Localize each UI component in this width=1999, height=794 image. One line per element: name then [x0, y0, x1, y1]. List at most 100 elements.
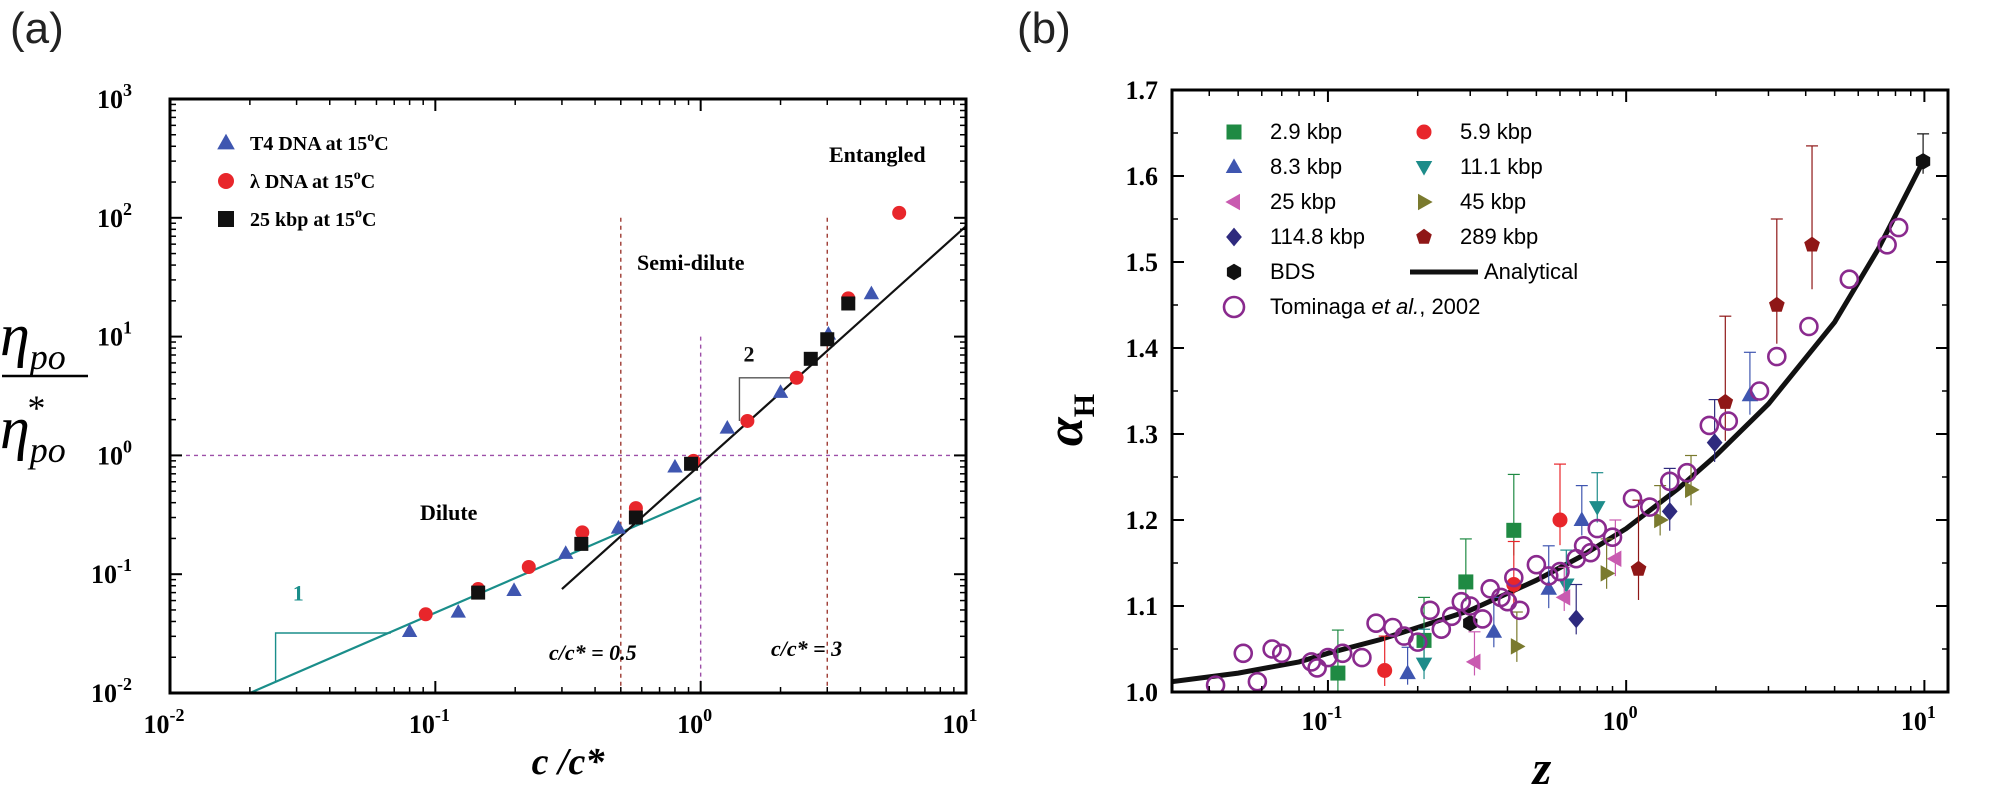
- point-open-circle-33: [1602, 527, 1623, 548]
- point-diamond-3: [1706, 433, 1723, 452]
- legend-marker-triangle: [1225, 158, 1243, 173]
- point-square-3: [628, 510, 643, 525]
- point-open-circle-21: [1480, 578, 1500, 599]
- series-triangle: [401, 285, 880, 638]
- point-open-circle-20: [1472, 609, 1493, 629]
- series-circle: [1377, 463, 1568, 686]
- plot-area-b: [1172, 133, 1931, 692]
- point-open-circle-18: [1451, 591, 1472, 612]
- point-circle-2: [1506, 577, 1522, 592]
- point-circle-1: [1377, 663, 1393, 678]
- point-square-1: [1330, 665, 1346, 681]
- point-triangle-6: [667, 458, 683, 473]
- y-tick-label-b-2: 1.2: [1126, 506, 1159, 535]
- point-open-circle-30: [1573, 535, 1594, 556]
- point-open-circle-24: [1504, 567, 1524, 588]
- point-triangle-left-1: [1465, 653, 1481, 671]
- point-square-1: [471, 585, 486, 600]
- legend-marker-square: [1226, 124, 1242, 140]
- point-triangle-2: [450, 604, 466, 618]
- point-pentagon-4: [1804, 236, 1820, 252]
- legend-label-3: 25 kbp at 15oC: [250, 206, 376, 231]
- y-tick-label-5: 103: [97, 80, 132, 114]
- point-square-3: [1458, 574, 1474, 590]
- point-circle-3: [1552, 512, 1568, 528]
- y-tick-label-b-4: 1.4: [1126, 334, 1159, 363]
- plot-frame-b: [1170, 88, 1950, 694]
- legend-marker-triangle-left: [1225, 193, 1240, 211]
- point-open-circle-16: [1431, 619, 1452, 640]
- point-circle-1: [418, 607, 433, 622]
- point-triangle-down-1: [1415, 657, 1433, 673]
- point-circle-7: [740, 413, 755, 428]
- point-open-circle-4: [1262, 639, 1282, 659]
- region-dilute: Dilute: [420, 500, 478, 525]
- y-tick-label-0: 10-2: [91, 674, 132, 708]
- legend-marker-triangle: [217, 133, 235, 150]
- point-open-circle-40: [1749, 381, 1770, 401]
- point-open-circle-1: [1205, 675, 1226, 692]
- plot-frame-a: [168, 97, 968, 695]
- y-tick-label-4: 102: [97, 199, 132, 233]
- legend-label-diamond: 114.8 kbp: [1270, 224, 1365, 249]
- point-open-circle-11: [1366, 613, 1386, 634]
- point-square-4: [1506, 522, 1522, 538]
- slope-triangle-1: [274, 632, 391, 682]
- region-entangled: Entangled: [829, 142, 926, 167]
- point-pentagon-1: [1630, 560, 1647, 576]
- point-triangle-left-3: [1606, 550, 1622, 567]
- legend-label-square: 2.9 kbp: [1270, 119, 1342, 144]
- point-triangle-3: [1540, 580, 1557, 595]
- point-open-circle-34: [1622, 488, 1643, 509]
- point-open-circle-25: [1510, 600, 1530, 621]
- point-open-circle-39: [1718, 411, 1739, 431]
- x-axis-label-a: c /c*: [532, 741, 606, 783]
- point-circle-10: [892, 205, 907, 220]
- point-open-circle-41: [1767, 346, 1787, 367]
- point-triangle-right-4: [1685, 481, 1700, 499]
- y-tick-label-1: 10-1: [91, 555, 132, 589]
- point-open-circle-7: [1307, 658, 1327, 678]
- point-open-circle-17: [1441, 606, 1462, 627]
- point-open-circle-3: [1247, 671, 1268, 692]
- point-open-circle-43: [1839, 269, 1860, 290]
- y-tick-label-b-6: 1.6: [1126, 162, 1159, 191]
- series-triangle: [1399, 351, 1759, 685]
- slope-triangle-2: [738, 377, 792, 421]
- point-open-circle-9: [1332, 643, 1353, 664]
- slope-label-2: 2: [743, 341, 754, 366]
- legend-marker-triangle-right: [1418, 193, 1433, 211]
- point-pentagon-3: [1769, 296, 1785, 312]
- legend-label-circle: 5.9 kbp: [1460, 119, 1532, 144]
- point-triangle-right-2: [1600, 565, 1616, 582]
- x-tick-label-b-0: 10-1: [1301, 702, 1342, 736]
- y-axis-label-b: αH: [1037, 394, 1101, 446]
- legend-label-triangle-down: 11.1 kbp: [1460, 154, 1543, 179]
- x-tick-label-1: 10-1: [409, 705, 450, 739]
- y-tick-label-b-5: 1.5: [1126, 248, 1159, 277]
- y-tick-label-b-0: 1.0: [1126, 678, 1159, 707]
- point-triangle-down-2: [1558, 578, 1575, 594]
- legend-marker-circle: [1416, 124, 1432, 140]
- legend-label-triangle-right: 45 kbp: [1460, 189, 1526, 214]
- point-open-circle-45: [1888, 217, 1909, 238]
- point-open-circle-27: [1538, 566, 1559, 586]
- legend-marker-diamond: [1226, 227, 1242, 247]
- point-open-circle-26: [1526, 554, 1547, 575]
- legend-label-bds: BDS: [1270, 259, 1315, 284]
- x-tick-label-0: 10-2: [144, 705, 185, 739]
- point-open-circle-32: [1587, 518, 1608, 539]
- x-tick-label-3: 101: [943, 705, 978, 739]
- y-tick-label-b-3: 1.3: [1126, 420, 1159, 449]
- point-triangle-right-3: [1654, 511, 1669, 529]
- point-triangle-7: [719, 419, 735, 434]
- panel-b-label: (b): [1017, 4, 1071, 53]
- legend-b: 2.9 kbp 5.9 kbp 8.3 kbp 11.1 kbp 25 kbp 45 kb…: [1222, 119, 1578, 319]
- region-semidilute: Semi-dilute: [637, 250, 745, 275]
- point-open-circle-37: [1677, 462, 1697, 483]
- x-tick-label-b-2: 101: [1901, 702, 1936, 736]
- point-open-circle-35: [1639, 497, 1660, 517]
- y-label-numerator: ηpo: [0, 302, 66, 377]
- legend-marker-square: [218, 211, 234, 227]
